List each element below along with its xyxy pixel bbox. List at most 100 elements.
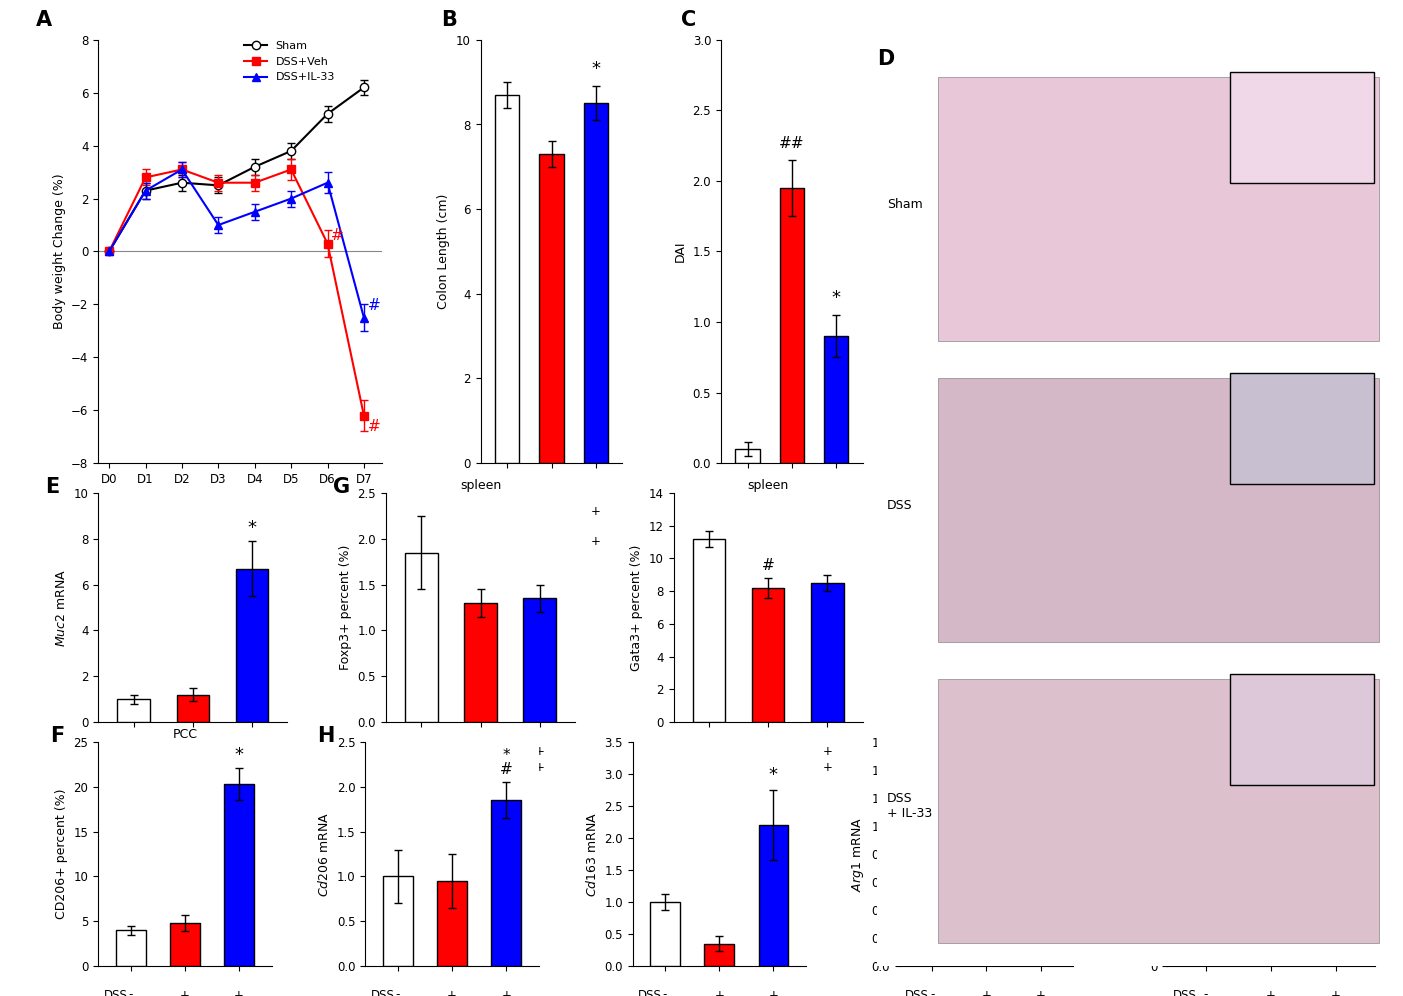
- Text: -: -: [132, 761, 136, 774]
- Bar: [704, 944, 734, 966]
- Bar: [824, 336, 849, 463]
- Text: C: C: [680, 10, 696, 30]
- Text: +: +: [1331, 988, 1341, 996]
- Text: -: -: [396, 988, 400, 996]
- Text: -: -: [790, 535, 794, 548]
- Bar: [224, 784, 254, 966]
- Y-axis label: Colon Length (cm): Colon Length (cm): [438, 194, 450, 309]
- Text: *: *: [234, 746, 244, 764]
- Text: DSS: DSS: [638, 988, 662, 996]
- Text: +: +: [1035, 988, 1045, 996]
- Bar: [495, 95, 519, 463]
- Bar: [780, 188, 804, 463]
- Y-axis label: $\it{Cd206}$ mRNA: $\it{Cd206}$ mRNA: [317, 812, 331, 896]
- Text: IL-33: IL-33: [679, 761, 709, 774]
- Y-axis label: $\it{Cd163}$ mRNA: $\it{Cd163}$ mRNA: [585, 812, 599, 896]
- Bar: [735, 449, 759, 463]
- Text: DSS: DSS: [391, 745, 415, 758]
- Text: IL-33: IL-33: [485, 535, 513, 548]
- Bar: [1317, 917, 1354, 966]
- Text: #: #: [331, 227, 344, 243]
- Text: -: -: [129, 988, 133, 996]
- Text: IL-33: IL-33: [104, 761, 133, 774]
- Legend: Sham, DSS+Veh, DSS+IL-33: Sham, DSS+Veh, DSS+IL-33: [240, 37, 340, 87]
- Y-axis label: $\it{Tnfa}$ mRNA: $\it{Tnfa}$ mRNA: [1122, 818, 1136, 890]
- Text: DSS: DSS: [104, 745, 128, 758]
- Text: +: +: [591, 535, 600, 548]
- Text: Sham: Sham: [887, 198, 923, 211]
- Text: *: *: [1331, 882, 1340, 900]
- Bar: [759, 826, 788, 966]
- Bar: [971, 896, 1002, 966]
- Text: +: +: [787, 505, 797, 519]
- Bar: [584, 104, 607, 463]
- Text: I: I: [1108, 726, 1117, 746]
- Text: -: -: [745, 535, 749, 548]
- Text: +: +: [591, 505, 600, 519]
- Text: -: -: [707, 745, 711, 758]
- Bar: [811, 583, 843, 722]
- Text: -: -: [419, 745, 424, 758]
- Text: D: D: [877, 49, 894, 69]
- Text: -: -: [550, 535, 554, 548]
- Text: DSS: DSS: [104, 988, 128, 996]
- Text: +: +: [535, 745, 544, 758]
- Text: F: F: [49, 726, 65, 746]
- Text: -: -: [662, 988, 668, 996]
- Text: +: +: [535, 761, 544, 774]
- Y-axis label: $\it{Arg1}$ mRNA: $\it{Arg1}$ mRNA: [850, 817, 866, 891]
- Text: -: -: [505, 535, 509, 548]
- Y-axis label: Foxp3+ percent (%): Foxp3+ percent (%): [340, 545, 352, 670]
- Text: *: *: [832, 289, 840, 307]
- Bar: [752, 588, 784, 722]
- FancyBboxPatch shape: [1230, 73, 1374, 183]
- Text: +: +: [188, 745, 198, 758]
- Text: B: B: [441, 10, 456, 30]
- Bar: [1253, 854, 1289, 966]
- Text: *: *: [591, 60, 600, 78]
- Bar: [177, 694, 209, 722]
- Bar: [693, 539, 725, 722]
- FancyBboxPatch shape: [1230, 374, 1374, 484]
- Bar: [650, 902, 680, 966]
- Bar: [383, 876, 412, 966]
- Text: +: +: [180, 988, 189, 996]
- Text: +: +: [448, 988, 457, 996]
- Text: -: -: [505, 505, 509, 519]
- Text: #: #: [368, 298, 380, 313]
- Bar: [523, 599, 556, 722]
- Bar: [539, 154, 564, 463]
- Y-axis label: Gata3+ percent (%): Gata3+ percent (%): [630, 545, 644, 670]
- Y-axis label: DAI: DAI: [673, 241, 687, 262]
- Text: +: +: [832, 535, 842, 548]
- Text: #: #: [981, 865, 993, 879]
- Text: +: +: [714, 988, 724, 996]
- Text: DSS: DSS: [370, 988, 394, 996]
- Text: DSS: DSS: [905, 988, 929, 996]
- Text: #: #: [1264, 796, 1277, 811]
- Text: IL-33: IL-33: [391, 761, 421, 774]
- Text: *: *: [247, 519, 257, 537]
- Bar: [236, 569, 268, 722]
- Bar: [1188, 964, 1223, 966]
- Text: +: +: [763, 745, 773, 758]
- Title: spleen: spleen: [460, 479, 501, 492]
- Text: -: -: [930, 988, 934, 996]
- Bar: [464, 603, 497, 722]
- Text: +: +: [247, 745, 257, 758]
- Bar: [170, 923, 199, 966]
- Bar: [118, 699, 150, 722]
- Text: *: *: [769, 766, 777, 784]
- Text: A: A: [35, 10, 52, 30]
- Bar: [1026, 833, 1055, 966]
- Text: #: #: [762, 558, 774, 574]
- Text: DSS
+ IL-33: DSS + IL-33: [887, 793, 933, 821]
- Text: #: #: [368, 419, 380, 434]
- Text: *
#: * #: [499, 748, 512, 777]
- Text: -: -: [707, 761, 711, 774]
- Text: -: -: [478, 761, 483, 774]
- Text: +: +: [247, 761, 257, 774]
- Y-axis label: CD206+ percent (%): CD206+ percent (%): [55, 789, 69, 919]
- Text: IL-33: IL-33: [725, 535, 753, 548]
- Title: PCC: PCC: [173, 728, 198, 741]
